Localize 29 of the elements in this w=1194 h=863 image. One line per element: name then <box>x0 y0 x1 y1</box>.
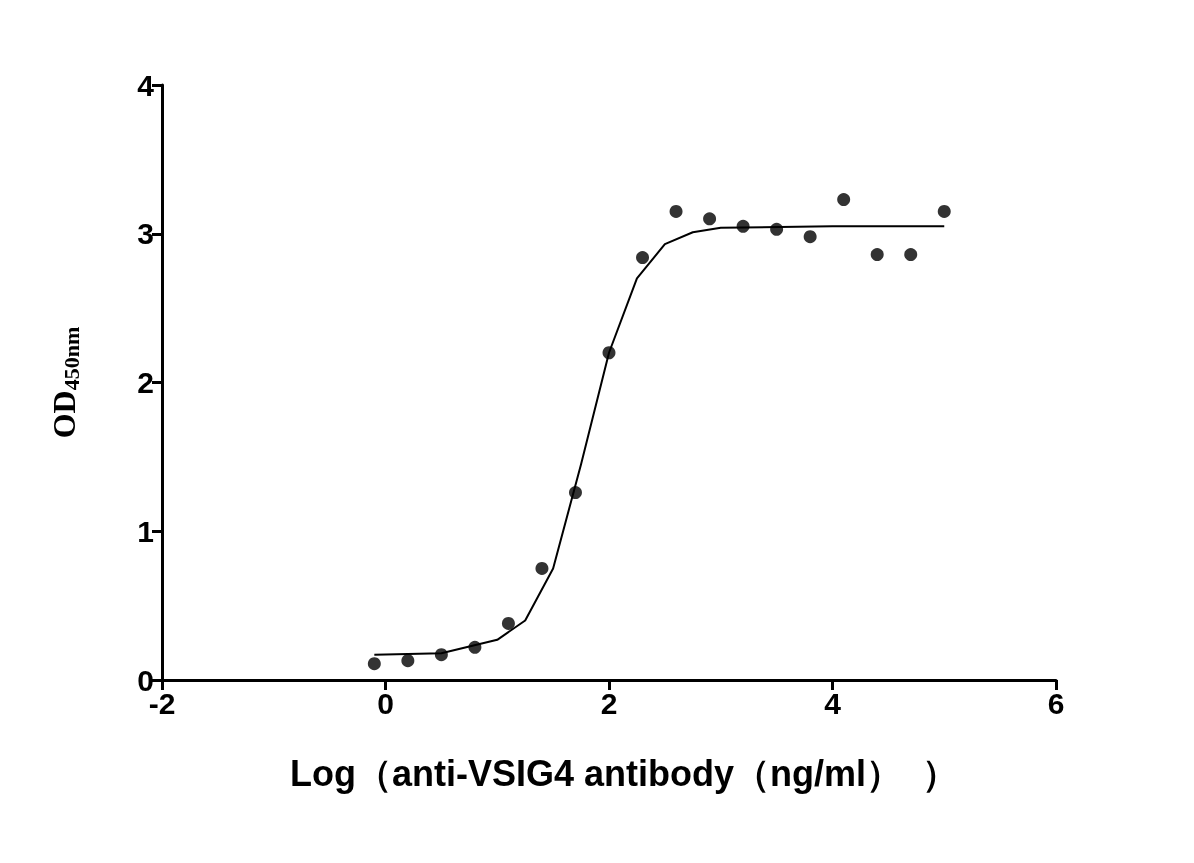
x-tick-label: 0 <box>377 686 394 720</box>
point <box>401 654 415 668</box>
x-tick-label: 2 <box>600 686 618 720</box>
point <box>636 251 650 265</box>
y-tick-label: 3 <box>137 217 154 251</box>
point <box>468 640 482 654</box>
x-axis-title: Log（anti-VSIG4 antibody（ng/ml） ） <box>289 752 959 794</box>
point <box>870 248 884 262</box>
point <box>837 193 851 207</box>
point <box>803 230 817 244</box>
x-tick-label: 4 <box>824 686 842 720</box>
y-tick-label: 4 <box>137 68 155 102</box>
point <box>937 204 951 218</box>
point <box>904 248 918 262</box>
point <box>770 222 784 236</box>
y-tick-label: 1 <box>137 514 154 548</box>
point <box>501 616 515 630</box>
point <box>703 212 717 226</box>
point <box>535 561 549 575</box>
point <box>568 486 582 500</box>
point <box>434 648 448 662</box>
point <box>736 219 750 233</box>
point <box>367 657 381 671</box>
y-tick-label: 0 <box>137 663 154 697</box>
point <box>602 346 616 360</box>
point <box>669 204 683 218</box>
y-tick-label: 2 <box>137 366 154 399</box>
y-axis-title: OD450nm <box>46 326 84 439</box>
x-tick-label: 6 <box>1047 686 1065 720</box>
